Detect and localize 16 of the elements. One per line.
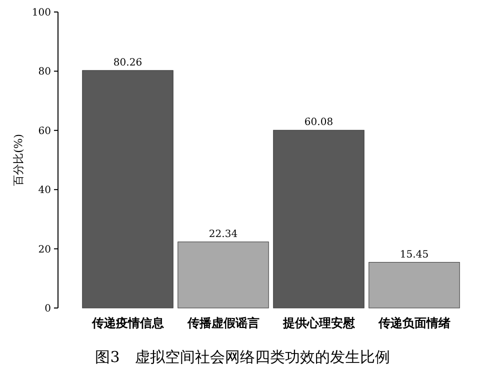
y-axis-title: 百分比(%) — [12, 134, 25, 186]
data-label: 80.26 — [113, 57, 142, 68]
data-label: 15.45 — [400, 249, 429, 260]
y-tick-label: 80 — [38, 66, 51, 78]
x-tick-label: 传播虚假谣言 — [186, 316, 260, 330]
y-tick-label: 40 — [38, 185, 51, 196]
y-tick-label: 0 — [44, 304, 51, 314]
x-tick-label: 传递疫情信息 — [90, 316, 165, 330]
x-tick-label: 传递负面情绪 — [377, 316, 450, 330]
text: 图3 虚拟空间社会网络四类功效的发生比例 — [95, 348, 390, 366]
data-label: 60.08 — [304, 117, 334, 128]
y-tick-label: 20 — [38, 244, 51, 256]
data-label: 22.34 — [208, 228, 238, 240]
y-tick-label: 100 — [32, 8, 51, 18]
x-tick-label: 提供心理安慰 — [282, 316, 356, 330]
y-tick-label: 60 — [38, 126, 51, 137]
